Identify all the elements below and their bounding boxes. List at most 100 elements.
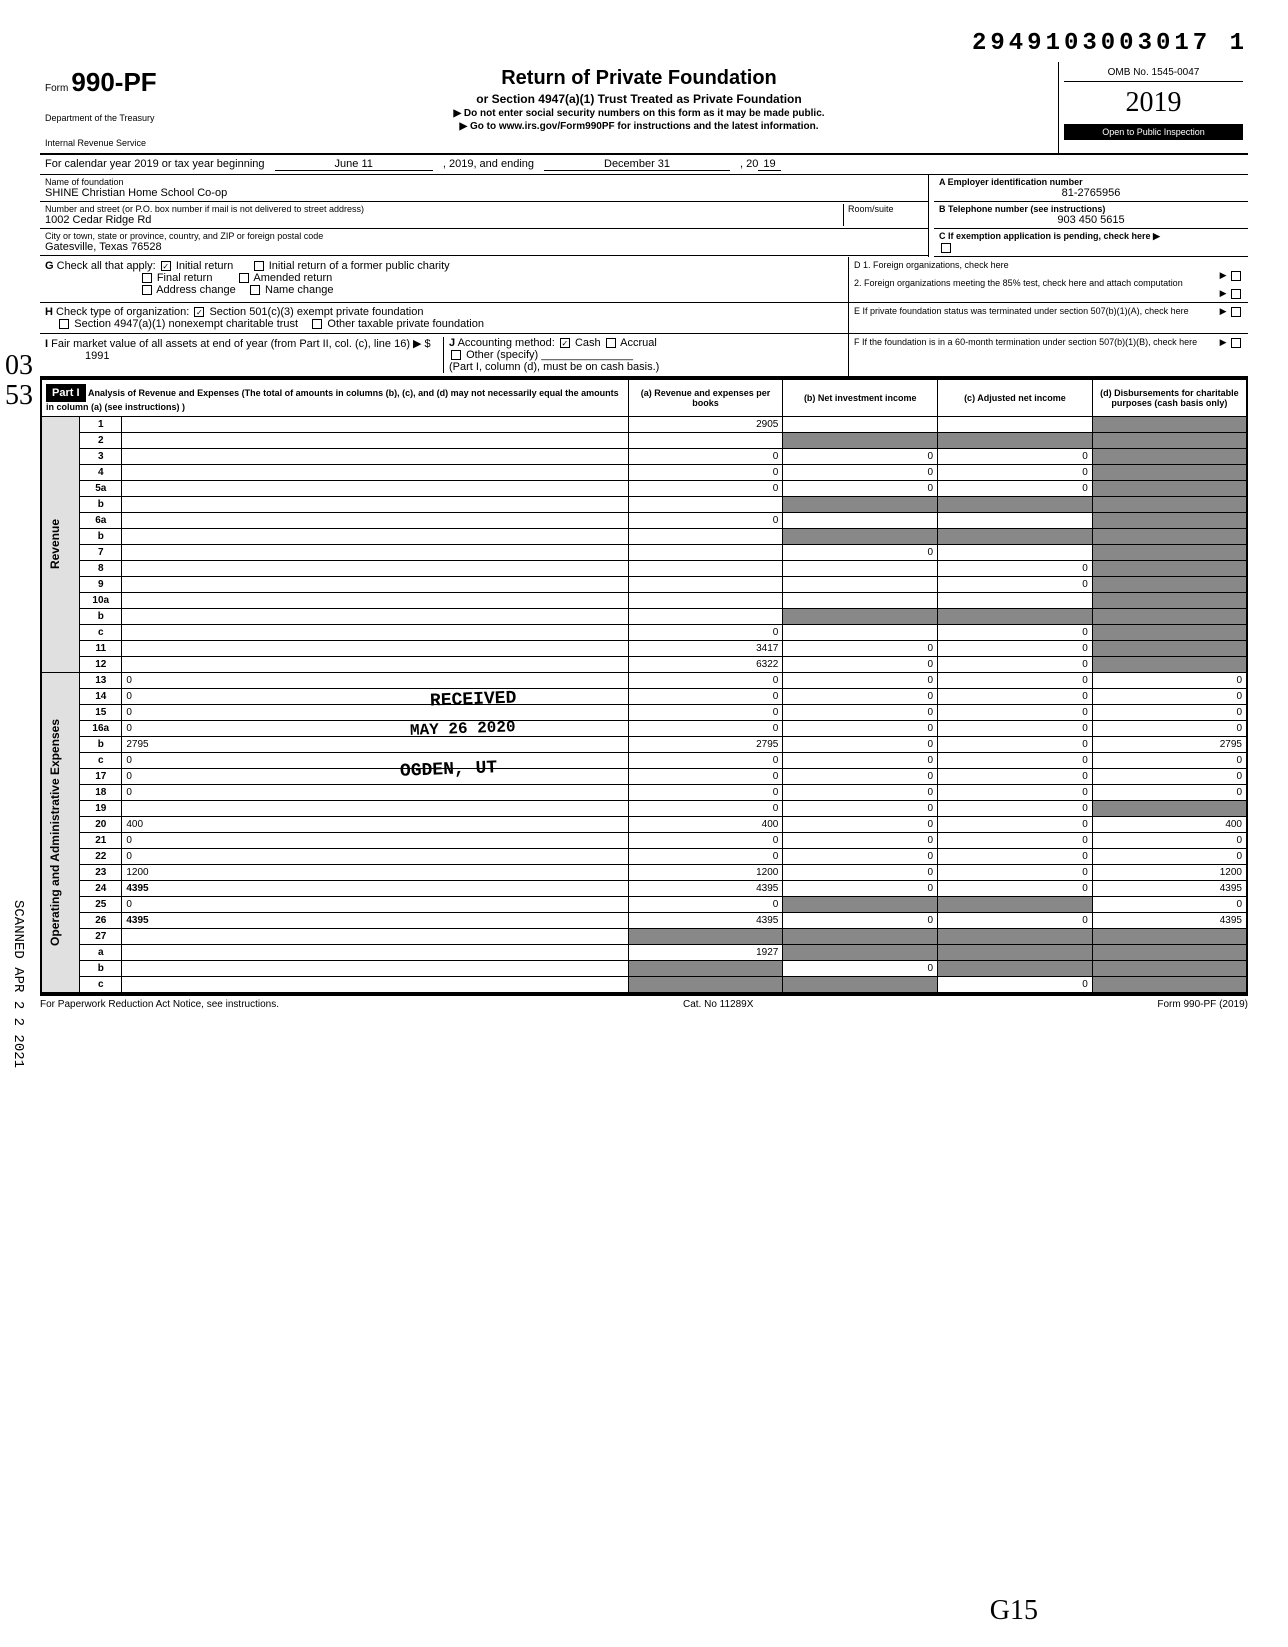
row-26-col-a: 0 — [628, 833, 783, 849]
accrual-checkbox[interactable] — [606, 338, 616, 348]
row-15-col-a: 6322 — [628, 657, 783, 673]
footer-left: For Paperwork Reduction Act Notice, see … — [40, 999, 279, 1010]
form-title: Return of Private Foundation — [225, 67, 1053, 90]
row-21-col-a: 0 — [628, 753, 783, 769]
name-change-checkbox[interactable] — [250, 285, 260, 295]
row-num-3: 4 — [80, 465, 122, 481]
city-label: City or town, state or province, country… — [45, 231, 923, 241]
initial-return-checkbox[interactable]: ✓ — [161, 261, 171, 271]
row-30-col-c — [938, 897, 1093, 913]
row-7-col-d — [1092, 529, 1247, 545]
addr-change-checkbox[interactable] — [142, 285, 152, 295]
final-return-checkbox[interactable] — [142, 273, 152, 283]
j-cash: Cash — [575, 337, 601, 349]
row-11-col-c — [938, 593, 1093, 609]
row-20-col-b: 0 — [783, 737, 938, 753]
row-22-col-b: 0 — [783, 769, 938, 785]
row-24-col-b: 0 — [783, 801, 938, 817]
foundation-name: SHINE Christian Home School Co-op — [45, 187, 923, 199]
d2-checkbox[interactable] — [1231, 289, 1241, 299]
cash-checkbox[interactable]: ✓ — [560, 338, 570, 348]
row-num-14: 11 — [80, 641, 122, 657]
row-19-col-b: 0 — [783, 721, 938, 737]
i-letter: I — [45, 338, 48, 350]
row-22-col-c: 0 — [938, 769, 1093, 785]
row-desc-7 — [122, 529, 628, 545]
row-desc-27: 0 — [122, 849, 628, 865]
j-letter: J — [449, 337, 455, 349]
row-6-col-a: 0 — [628, 513, 783, 529]
row-19-col-c: 0 — [938, 721, 1093, 737]
row-num-18: 15 — [80, 705, 122, 721]
row-desc-3 — [122, 465, 628, 481]
row-24-col-d — [1092, 801, 1247, 817]
row-4-col-c: 0 — [938, 481, 1093, 497]
row-33-col-b — [783, 945, 938, 961]
row-29-col-c: 0 — [938, 881, 1093, 897]
row-num-6: 6a — [80, 513, 122, 529]
row-desc-33 — [122, 945, 628, 961]
row-1-col-b — [783, 433, 938, 449]
row-0-col-a: 2905 — [628, 417, 783, 433]
e-checkbox[interactable] — [1231, 307, 1241, 317]
f-checkbox[interactable] — [1231, 338, 1241, 348]
row-20-col-c: 0 — [938, 737, 1093, 753]
d1-checkbox[interactable] — [1231, 271, 1241, 281]
row-num-16: 13 — [80, 673, 122, 689]
4947-checkbox[interactable] — [59, 319, 69, 329]
row-num-34: b — [80, 961, 122, 977]
row-18-col-d: 0 — [1092, 705, 1247, 721]
amended-return-checkbox[interactable] — [239, 273, 249, 283]
calendar-year-row: For calendar year 2019 or tax year begin… — [40, 155, 1248, 175]
j-note: (Part I, column (d), must be on cash bas… — [449, 361, 659, 373]
other-method-checkbox[interactable] — [451, 350, 461, 360]
row-24-col-c: 0 — [938, 801, 1093, 817]
c-label: C If exemption application is pending, c… — [939, 231, 1243, 242]
row-num-28: 23 — [80, 865, 122, 881]
row-desc-24 — [122, 801, 628, 817]
row-14-col-b: 0 — [783, 641, 938, 657]
501c3-checkbox[interactable]: ✓ — [194, 307, 204, 317]
row-20-col-d: 2795 — [1092, 737, 1247, 753]
row-1-col-a — [628, 433, 783, 449]
row-10-col-d — [1092, 577, 1247, 593]
footer: For Paperwork Reduction Act Notice, see … — [40, 994, 1248, 1010]
cal-year-mid: , 2019, and ending — [443, 158, 534, 171]
row-17-col-c: 0 — [938, 689, 1093, 705]
other-taxable-checkbox[interactable] — [312, 319, 322, 329]
row-14-col-a: 3417 — [628, 641, 783, 657]
row-12-col-a — [628, 609, 783, 625]
row-num-10: 9 — [80, 577, 122, 593]
row-13-col-c: 0 — [938, 625, 1093, 641]
h-letter: H — [45, 306, 53, 318]
row-31-col-a: 4395 — [628, 913, 783, 929]
row-desc-31: 4395 — [122, 913, 628, 929]
row-3-col-d — [1092, 465, 1247, 481]
row-desc-26: 0 — [122, 833, 628, 849]
row-desc-8 — [122, 545, 628, 561]
row-29-col-b: 0 — [783, 881, 938, 897]
row-9-col-b — [783, 561, 938, 577]
row-num-33: a — [80, 945, 122, 961]
row-29-col-d: 4395 — [1092, 881, 1247, 897]
row-10-col-c: 0 — [938, 577, 1093, 593]
row-3-col-a: 0 — [628, 465, 783, 481]
row-desc-34 — [122, 961, 628, 977]
row-32-col-a — [628, 929, 783, 945]
row-3-col-c: 0 — [938, 465, 1093, 481]
row-desc-32 — [122, 929, 628, 945]
row-11-col-b — [783, 593, 938, 609]
part1-title: Analysis of Revenue and Expenses — [88, 388, 239, 398]
row-num-27: 22 — [80, 849, 122, 865]
former-charity-checkbox[interactable] — [254, 261, 264, 271]
end-date: December 31 — [544, 158, 730, 171]
c-checkbox[interactable] — [941, 243, 951, 253]
row-4-col-d — [1092, 481, 1247, 497]
d2-label: 2. Foreign organizations meeting the 85%… — [854, 278, 1243, 288]
row-8-col-c — [938, 545, 1093, 561]
row-34-col-c — [938, 961, 1093, 977]
analysis-table: Part I Analysis of Revenue and Expenses … — [40, 378, 1248, 994]
row-28-col-a: 1200 — [628, 865, 783, 881]
row-desc-9 — [122, 561, 628, 577]
form-prefix: Form — [45, 83, 68, 94]
